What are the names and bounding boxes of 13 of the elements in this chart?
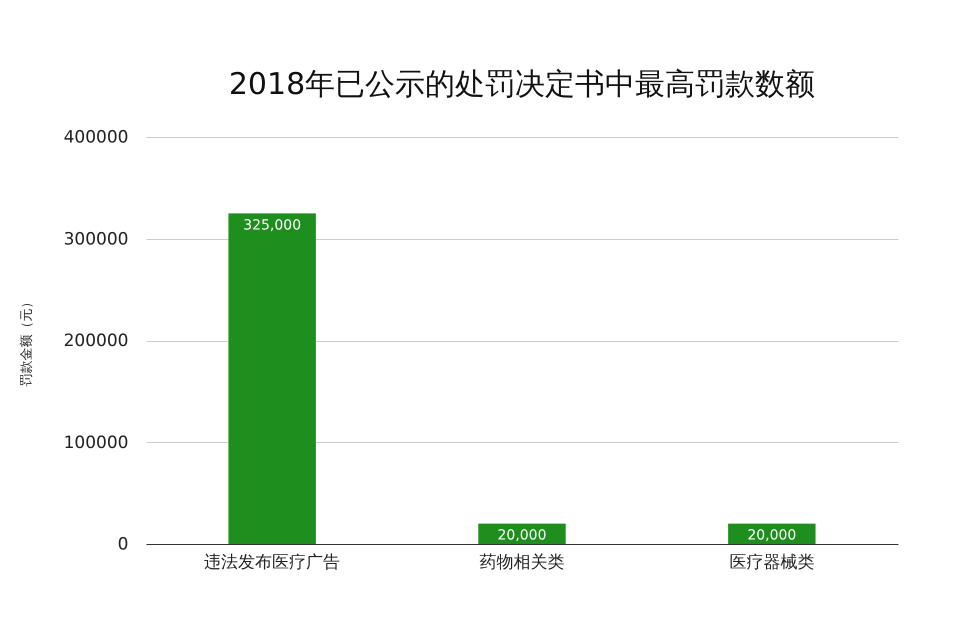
x-tick-label: 医疗器械类 bbox=[729, 552, 814, 572]
y-axis-title: 罚款金额（元） bbox=[20, 296, 35, 386]
y-tick-label: 0 bbox=[118, 534, 128, 554]
y-tick-label: 300000 bbox=[64, 229, 128, 250]
x-tick-label: 药物相关类 bbox=[480, 552, 564, 572]
data-label: 20,000 bbox=[747, 528, 796, 544]
y-tick-label: 400000 bbox=[64, 128, 128, 148]
x-tick-label: 违法发布医疗广告 bbox=[204, 552, 340, 572]
chart-title: 2018年已公示的处罚决定书中最高罚款数额 bbox=[228, 67, 816, 102]
data-label: 20,000 bbox=[498, 528, 546, 544]
y-tick-label: 100000 bbox=[64, 432, 128, 453]
data-label: 325,000 bbox=[243, 217, 302, 234]
y-tick-label: 200000 bbox=[64, 331, 128, 351]
